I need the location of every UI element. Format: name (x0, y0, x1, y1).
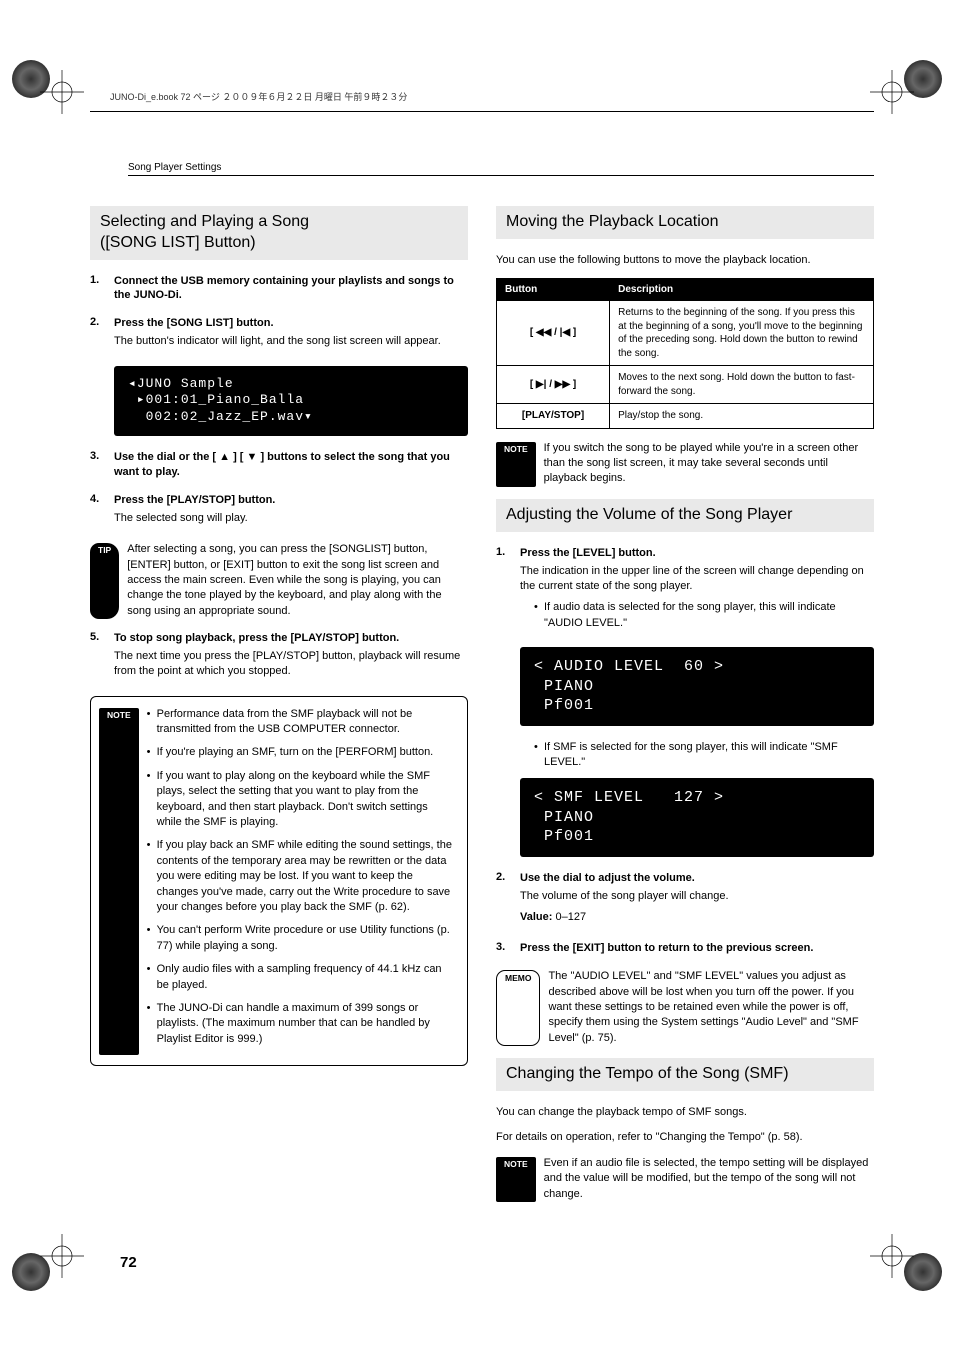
vol-step-1-text: The indication in the upper line of the … (520, 564, 874, 595)
vol-bullet-2: If SMF is selected for the song player, … (534, 740, 874, 771)
boxed-note-list: Performance data from the SMF playback w… (147, 707, 455, 1047)
lcd-song-list: ◂JUNO Sample ▸001:01_Piano_Balla 002:02_… (114, 366, 468, 437)
note-badge-1: NOTE (496, 442, 536, 487)
running-head: Song Player Settings (128, 162, 874, 173)
table-row: [PLAY/STOP] Play/stop the song. (497, 404, 874, 429)
th-button: Button (497, 279, 610, 301)
section-title-tempo: Changing the Tempo of the Song (SMF) (496, 1058, 874, 1091)
step-4-head: Press the [PLAY/STOP] button. (114, 493, 468, 508)
step-1-head: Connect the USB memory containing your p… (114, 274, 468, 304)
crop-mark-bl (40, 1234, 84, 1281)
th-description: Description (610, 279, 874, 301)
step-5: To stop song playback, press the [PLAY/S… (90, 631, 468, 686)
vol-step-2: Use the dial to adjust the volume. The v… (496, 871, 874, 932)
tempo-text-1: You can change the playback tempo of SMF… (496, 1105, 874, 1120)
note-badge-box: NOTE (99, 708, 139, 1055)
section-title-volume: Adjusting the Volume of the Song Player (496, 499, 874, 532)
step-4-text: The selected song will play. (114, 511, 468, 526)
vol-step-1-head: Press the [LEVEL] button. (520, 546, 874, 561)
box-note-3: If you play back an SMF while editing th… (147, 838, 455, 915)
box-note-4: You can't perform Write procedure or use… (147, 923, 455, 954)
crop-mark-tl (40, 70, 84, 117)
step-2-head: Press the [SONG LIST] button. (114, 316, 468, 331)
memo-badge: MEMO (496, 970, 540, 1046)
steps-list-volume-2: Use the dial to adjust the volume. The v… (496, 871, 874, 959)
prepress-header: JUNO-Di_e.book 72 ページ ２００９年６月２２日 月曜日 午前９… (110, 90, 874, 103)
button-table: Button Description [ ◀◀ / |◀ ] Returns t… (496, 278, 874, 429)
memo-block: MEMO The "AUDIO LEVEL" and "SMF LEVEL" v… (496, 969, 874, 1046)
table-row: [ ▶| / ▶▶ ] Moves to the next song. Hold… (497, 366, 874, 404)
tempo-text-2: For details on operation, refer to "Chan… (496, 1130, 874, 1145)
lcd-audio-level: < AUDIO LEVEL 60 > PIANO Pf001 (520, 647, 874, 726)
note-badge-2: NOTE (496, 1157, 536, 1202)
btn-forward: [ ▶| / ▶▶ ] (497, 366, 610, 404)
table-row: [ ◀◀ / |◀ ] Returns to the beginning of … (497, 301, 874, 366)
boxed-note: NOTE Performance data from the SMF playb… (90, 696, 468, 1066)
desc-forward: Moves to the next song. Hold down the bu… (610, 366, 874, 404)
value-range: 0–127 (555, 911, 586, 923)
note-block-1: NOTE If you switch the song to be played… (496, 441, 874, 487)
box-note-0: Performance data from the SMF playback w… (147, 707, 455, 738)
step-2-text: The button's indicator will light, and t… (114, 334, 468, 349)
memo-text: The "AUDIO LEVEL" and "SMF LEVEL" values… (544, 969, 874, 1046)
running-rule (128, 175, 874, 176)
step-5-head: To stop song playback, press the [PLAY/S… (114, 631, 468, 646)
vol-step-1: Press the [LEVEL] button. The indication… (496, 546, 874, 637)
steps-list-left: Connect the USB memory containing your p… (90, 274, 468, 356)
box-note-1: If you're playing an SMF, turn on the [P… (147, 745, 455, 760)
vol-step-2-head: Use the dial to adjust the volume. (520, 871, 874, 886)
page-number: 72 (120, 1254, 137, 1271)
step-2: Press the [SONG LIST] button. The button… (90, 316, 468, 355)
tip-text: After selecting a song, you can press th… (123, 542, 468, 619)
crop-mark-br (870, 1234, 914, 1281)
note-block-2: NOTE Even if an audio file is selected, … (496, 1156, 874, 1202)
box-note-2: If you want to play along on the keyboar… (147, 769, 455, 831)
lcd-smf-level: < SMF LEVEL 127 > PIANO Pf001 (520, 778, 874, 857)
vol-step-2-text: The volume of the song player will chang… (520, 889, 874, 904)
section-title-select-play: Selecting and Playing a Song ([SONG LIST… (90, 206, 468, 260)
step-4: Press the [PLAY/STOP] button. The select… (90, 493, 468, 532)
header-rule (90, 111, 874, 112)
step-3-head: Use the dial or the [ ▲ ] [ ▼ ] buttons … (114, 450, 468, 480)
vol-value: Value: 0–127 (520, 910, 874, 925)
vol-bullets: If audio data is selected for the song p… (520, 600, 874, 631)
box-note-6: The JUNO-Di can handle a maximum of 399 … (147, 1001, 455, 1047)
moving-intro: You can use the following buttons to mov… (496, 253, 874, 268)
note-text-1: If you switch the song to be played whil… (540, 441, 874, 487)
box-note-5: Only audio files with a sampling frequen… (147, 962, 455, 993)
tip-block: TIP After selecting a song, you can pres… (90, 542, 468, 619)
crop-mark-tr (870, 70, 914, 117)
btn-rewind: [ ◀◀ / |◀ ] (497, 301, 610, 366)
step-3: Use the dial or the [ ▲ ] [ ▼ ] buttons … (90, 450, 468, 483)
steps-list-volume: Press the [LEVEL] button. The indication… (496, 546, 874, 637)
steps-list-left-cont: Use the dial or the [ ▲ ] [ ▼ ] buttons … (90, 450, 468, 532)
desc-rewind: Returns to the beginning of the song. If… (610, 301, 874, 366)
vol-step-3-head: Press the [EXIT] button to return to the… (520, 941, 874, 956)
section-title-moving: Moving the Playback Location (496, 206, 874, 239)
step-1: Connect the USB memory containing your p… (90, 274, 468, 307)
note-text-2: Even if an audio file is selected, the t… (540, 1156, 874, 1202)
vol-bullet-1: If audio data is selected for the song p… (534, 600, 874, 631)
desc-playstop: Play/stop the song. (610, 404, 874, 429)
steps-list-left-cont2: To stop song playback, press the [PLAY/S… (90, 631, 468, 686)
tip-badge: TIP (90, 543, 119, 619)
btn-playstop: [PLAY/STOP] (497, 404, 610, 429)
step-5-text: The next time you press the [PLAY/STOP] … (114, 649, 468, 680)
vol-bullets-2: If SMF is selected for the song player, … (520, 740, 874, 771)
value-label: Value: (520, 911, 552, 923)
vol-step-3: Press the [EXIT] button to return to the… (496, 941, 874, 959)
